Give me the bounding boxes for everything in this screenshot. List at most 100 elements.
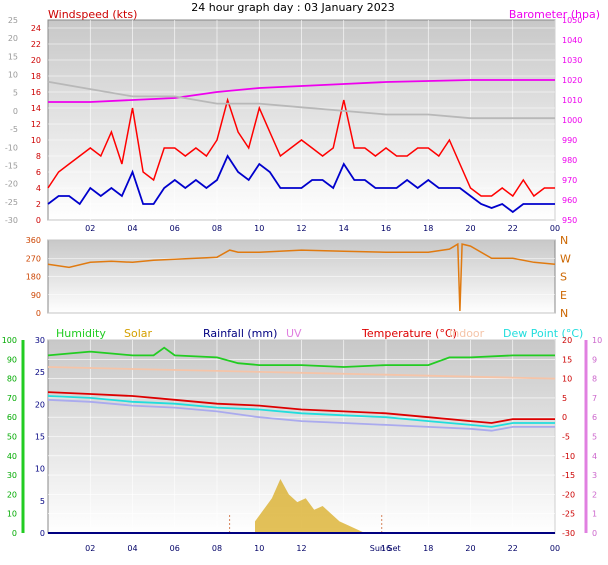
climate-line-2 bbox=[47, 391, 555, 424]
temp-tick: 0 bbox=[13, 107, 18, 116]
temp-tick: 5 bbox=[13, 89, 18, 98]
series-line-2 bbox=[48, 79, 555, 103]
windspeed-tick: 0 bbox=[36, 216, 41, 225]
x-tick-label: 18 bbox=[423, 224, 433, 233]
humidity-tick: 80 bbox=[7, 375, 17, 384]
x-tick-label: 00 bbox=[550, 544, 560, 553]
humidity-tick: 0 bbox=[12, 529, 17, 538]
climate-line-0 bbox=[47, 346, 555, 368]
rain-tick: 5 bbox=[40, 497, 45, 506]
uv-tick: 6 bbox=[592, 413, 597, 422]
temp-tick: 20 bbox=[8, 34, 18, 43]
uv-tick: 4 bbox=[592, 452, 597, 461]
x-tick-label: 06 bbox=[170, 544, 180, 553]
temperature-tick: -25 bbox=[562, 510, 575, 519]
humidity-tick: 20 bbox=[7, 490, 17, 499]
x-tick-label: 14 bbox=[339, 224, 349, 233]
temp-tick: 25 bbox=[8, 16, 18, 25]
graph-title: 24 hour graph day : 03 January 2023 bbox=[191, 1, 395, 14]
x-tick-label: 12 bbox=[296, 224, 306, 233]
climate-line-4 bbox=[47, 398, 555, 432]
rain-tick: 0 bbox=[40, 529, 45, 538]
direction-tick: 180 bbox=[26, 273, 41, 282]
x-tick-label: 00 bbox=[550, 224, 560, 233]
uv-tick: 0 bbox=[592, 529, 597, 538]
windspeed-tick: 10 bbox=[31, 136, 41, 145]
humidity-tick: 100 bbox=[2, 336, 17, 345]
windspeed-tick: 12 bbox=[31, 120, 41, 129]
rain-tick: 25 bbox=[35, 368, 45, 377]
temperature-tick: 5 bbox=[562, 394, 567, 403]
series-line-1 bbox=[47, 154, 555, 214]
temp-tick: 10 bbox=[8, 71, 18, 80]
x-tick-label: 04 bbox=[127, 224, 137, 233]
temp-tick: -15 bbox=[5, 161, 18, 170]
temp-tick: -30 bbox=[5, 216, 18, 225]
windspeed-tick: 14 bbox=[31, 104, 41, 113]
compass-tick: S bbox=[560, 271, 567, 284]
x-tick-label: 02 bbox=[85, 224, 95, 233]
x-tick-label: 10 bbox=[254, 544, 264, 553]
barometer-tick: 990 bbox=[562, 136, 577, 145]
barometer-tick: 1050 bbox=[562, 16, 582, 25]
windspeed-tick: 8 bbox=[36, 152, 41, 161]
sunset-label: Sun Set bbox=[370, 544, 401, 553]
x-tick-label: 10 bbox=[254, 224, 264, 233]
x-tick-label: 20 bbox=[465, 224, 475, 233]
windspeed-tick: 24 bbox=[31, 24, 41, 33]
temp-tick: 15 bbox=[8, 52, 18, 61]
legend-item: Solar bbox=[124, 327, 153, 340]
rain-tick: 30 bbox=[35, 336, 45, 345]
uv-tick: 10 bbox=[592, 336, 602, 345]
series-line-0 bbox=[47, 97, 555, 198]
temp-tick: -10 bbox=[5, 143, 18, 152]
legend-item: Rainfall (mm) bbox=[203, 327, 277, 340]
barometer-tick: 980 bbox=[562, 156, 577, 165]
x-tick-label: 12 bbox=[296, 544, 306, 553]
uv-tick: 8 bbox=[592, 375, 597, 384]
x-tick-label: 08 bbox=[212, 224, 222, 233]
direction-tick: 90 bbox=[31, 291, 41, 300]
barometer-tick: 1000 bbox=[562, 116, 582, 125]
windspeed-tick: 6 bbox=[36, 168, 41, 177]
temp-tick: -20 bbox=[5, 180, 18, 189]
direction-tick: 0 bbox=[36, 309, 41, 318]
compass-tick: W bbox=[560, 252, 571, 265]
barometer-label: Barometer (hpa) bbox=[509, 8, 600, 21]
uv-tick: 5 bbox=[592, 433, 597, 442]
barometer-tick: 1020 bbox=[562, 76, 582, 85]
humidity-tick: 40 bbox=[7, 452, 17, 461]
windspeed-tick: 4 bbox=[36, 184, 41, 193]
temperature-tick: 10 bbox=[562, 375, 572, 384]
temperature-tick: -15 bbox=[562, 471, 575, 480]
direction-line-0 bbox=[47, 242, 556, 312]
barometer-tick: 960 bbox=[562, 196, 577, 205]
humidity-tick: 70 bbox=[7, 394, 17, 403]
temperature-tick: -30 bbox=[562, 529, 575, 538]
rain-tick: 20 bbox=[35, 400, 45, 409]
uv-tick: 1 bbox=[592, 510, 597, 519]
barometer-tick: 1040 bbox=[562, 36, 582, 45]
windspeed-tick: 16 bbox=[31, 88, 41, 97]
series-line-3 bbox=[47, 80, 555, 120]
x-tick-label: 16 bbox=[381, 544, 391, 553]
legend-item: Humidity bbox=[56, 327, 106, 340]
uv-tick: 3 bbox=[592, 471, 597, 480]
legend-item: Indoor bbox=[449, 327, 485, 340]
climate-line-3 bbox=[47, 395, 555, 428]
x-tick-label: 22 bbox=[508, 544, 518, 553]
uv-tick: 7 bbox=[592, 394, 597, 403]
compass-tick: E bbox=[560, 289, 567, 302]
rain-tick: 10 bbox=[35, 465, 45, 474]
temperature-tick: -5 bbox=[562, 433, 570, 442]
x-tick-label: 08 bbox=[212, 544, 222, 553]
legend-item: Dew Point (°C) bbox=[503, 327, 583, 340]
temp-tick: -5 bbox=[10, 125, 18, 134]
humidity-tick: 50 bbox=[7, 433, 17, 442]
temperature-tick: -10 bbox=[562, 452, 575, 461]
humidity-tick: 90 bbox=[7, 355, 17, 364]
uv-tick: 2 bbox=[592, 490, 597, 499]
x-tick-label: 02 bbox=[85, 544, 95, 553]
humidity-tick: 10 bbox=[7, 510, 17, 519]
temperature-tick: 0 bbox=[562, 413, 567, 422]
